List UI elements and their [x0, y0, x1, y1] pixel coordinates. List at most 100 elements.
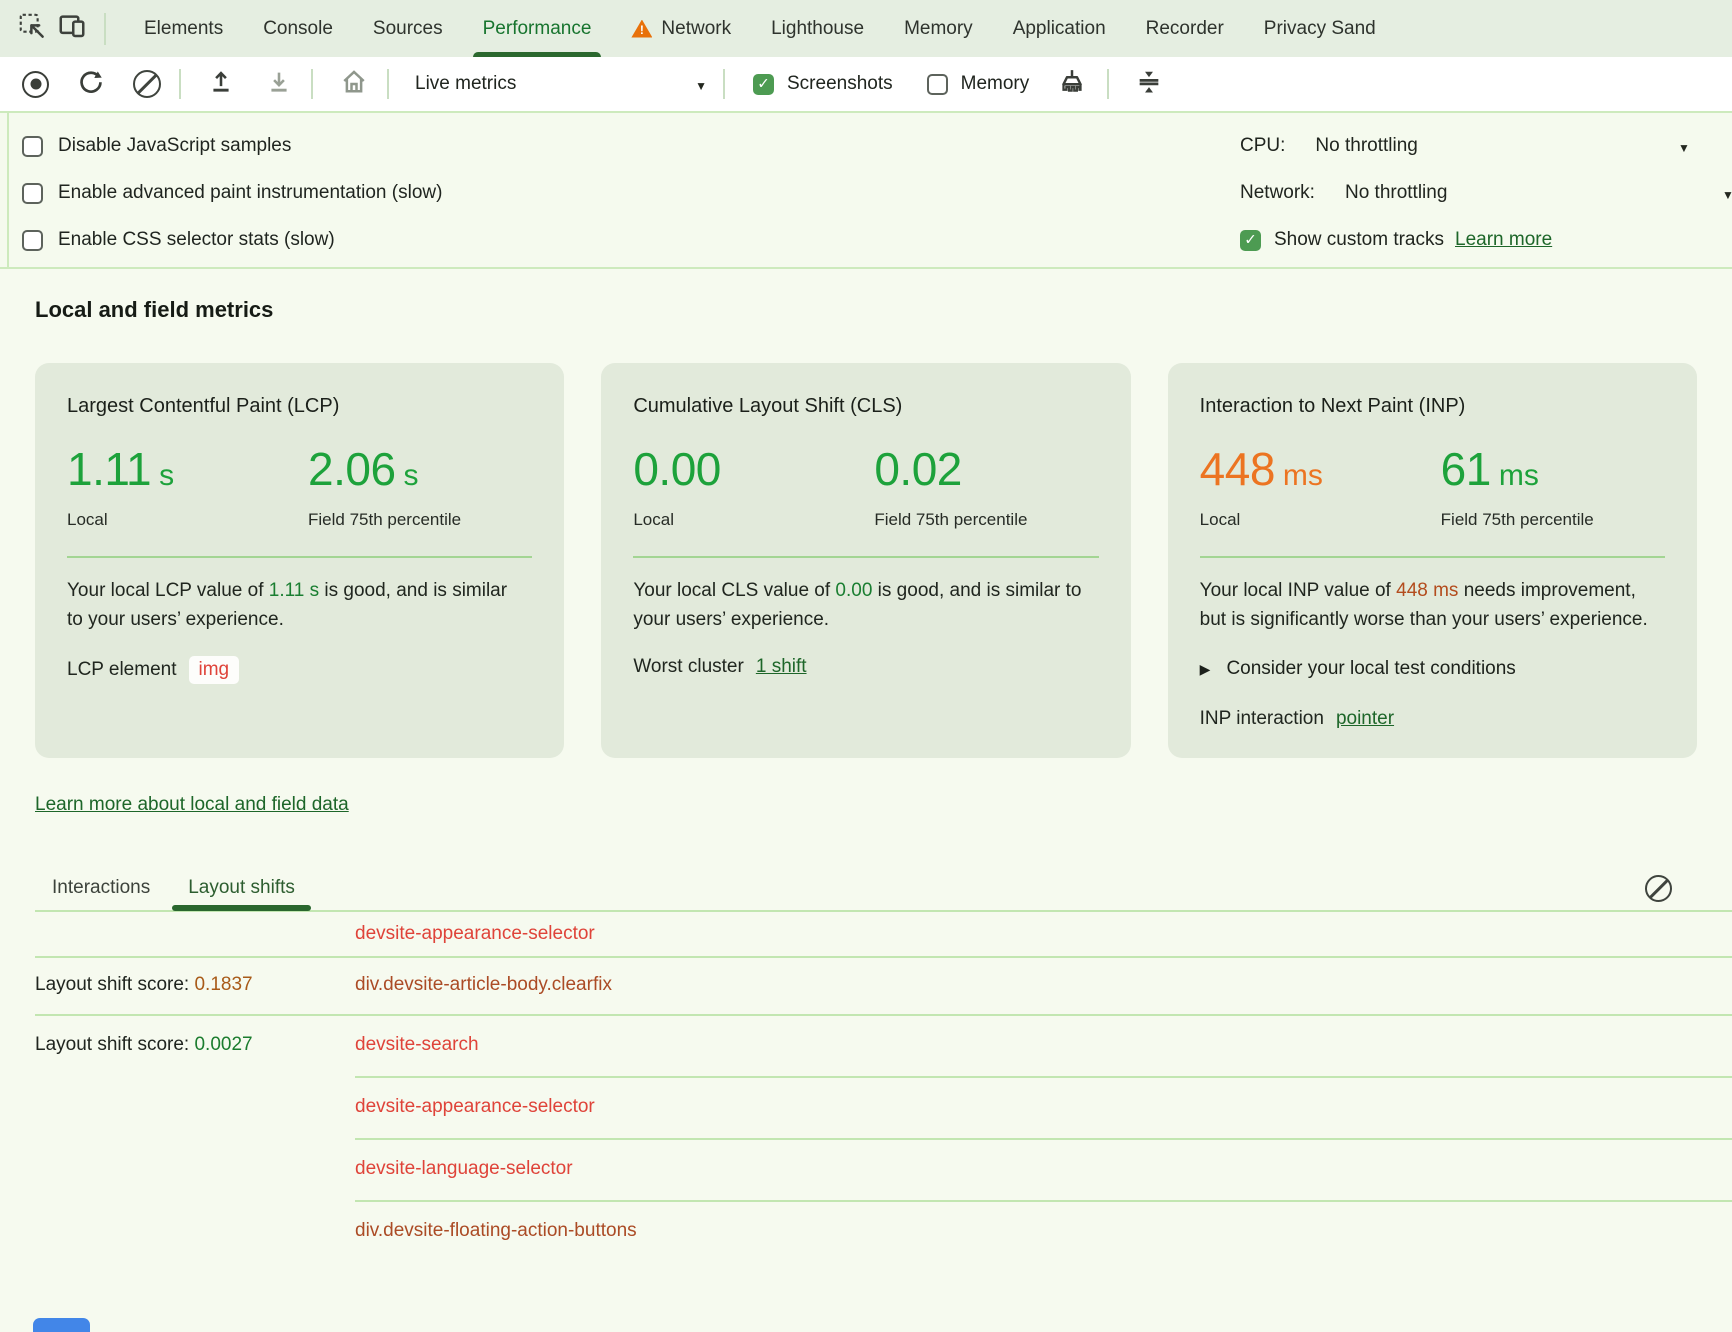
reload-and-record-button[interactable] [77, 68, 105, 101]
tab-privacy-sandbox[interactable]: Privacy Sand [1263, 17, 1376, 39]
inp-interaction-label: INP interaction [1199, 708, 1324, 729]
field-label: Field 75th percentile [874, 510, 1028, 529]
card-title: Largest Contentful Paint (LCP) [67, 395, 340, 417]
chevron-down-icon [1678, 137, 1690, 156]
lcp-element-node-link[interactable]: img [188, 656, 240, 684]
page-title: Local and field metrics [35, 297, 274, 322]
checkbox-label: Disable JavaScript samples [58, 135, 292, 156]
inspect-element-button[interactable] [14, 11, 50, 47]
local-test-conditions-expander[interactable]: Consider your local test conditions [1200, 658, 1665, 680]
chevron-down-icon [695, 75, 707, 94]
tab-layout-shifts[interactable]: Layout shifts [172, 877, 311, 911]
divider [387, 69, 389, 99]
worst-cluster-label: Worst cluster [633, 656, 744, 677]
shift-element-link[interactable]: devsite-language-selector [355, 1158, 573, 1179]
custom-tracks-label: Show custom tracks [1274, 229, 1444, 250]
brush-icon [1057, 67, 1087, 102]
metric-cards: Largest Contentful Paint (LCP) 1.11 s Loc… [35, 363, 1697, 758]
show-custom-tracks-row: Show custom tracks Learn more [1240, 220, 1732, 260]
card-title: Cumulative Layout Shift (CLS) [633, 395, 903, 417]
layout-shift-rows: devsite-appearance-selector Layout shift … [35, 912, 1732, 1262]
cls-description: Your local CLS value of 0.00 is good, an… [633, 580, 1082, 630]
shift-element-link[interactable]: devsite-search [355, 1034, 479, 1055]
lcp-description: Your local LCP value of 1.11 s is good, … [67, 580, 508, 630]
screenshots-checkbox[interactable]: Screenshots [753, 73, 893, 95]
device-toolbar-button[interactable] [54, 11, 90, 47]
live-metrics-view: Local and field metrics Largest Contentf… [0, 269, 1732, 1332]
advanced-paint-checkbox[interactable]: Enable advanced paint instrumentation (s… [22, 173, 442, 213]
local-label: Local [633, 510, 674, 529]
log-tab-bar: Interactions Layout shifts [35, 864, 1732, 912]
inp-description: Your local INP value of 448 ms needs imp… [1199, 580, 1648, 630]
tab-console[interactable]: Console [263, 17, 333, 39]
tab-elements[interactable]: Elements [144, 17, 224, 39]
screenshots-label: Screenshots [787, 73, 893, 94]
clear-log-button[interactable] [1645, 874, 1672, 902]
lcp-field-value: 2.06 [308, 443, 396, 495]
record-button[interactable] [22, 70, 49, 98]
warning-icon [631, 19, 653, 38]
layout-shift-row[interactable]: Layout shift score: 0.1837 div.devsite-ar… [35, 956, 1732, 1014]
card-divider [67, 556, 533, 558]
tab-memory[interactable]: Memory [904, 17, 973, 39]
divider [1107, 69, 1110, 99]
inspect-icon [17, 11, 47, 46]
upload-icon [207, 68, 235, 101]
checkbox-unchecked-icon [22, 135, 43, 157]
save-profile-button[interactable] [265, 68, 293, 101]
learn-more-link[interactable]: Learn more [1455, 229, 1553, 250]
worst-cluster-link[interactable]: 1 shift [755, 656, 807, 677]
checkbox-label: Enable CSS selector stats (slow) [58, 229, 335, 250]
learn-more-local-field-link[interactable]: Learn more about local and field data [35, 794, 349, 815]
disable-js-samples-checkbox[interactable]: Disable JavaScript samples [22, 126, 291, 166]
lcp-element-label: LCP element [67, 659, 177, 680]
layout-shift-row[interactable]: Layout shift score: 0.0027 devsite-search [35, 1014, 1732, 1076]
tab-recorder[interactable]: Recorder [1145, 17, 1224, 39]
tab-application[interactable]: Application [1012, 17, 1106, 39]
layout-shift-score: Layout shift score: 0.0027 [35, 1034, 253, 1055]
panel-tabs: Elements Console Sources Performance Net… [116, 0, 1396, 57]
shift-element-link[interactable]: devsite-appearance-selector [355, 923, 595, 944]
local-label: Local [1199, 510, 1241, 529]
layout-shift-row[interactable]: devsite-appearance-selector [35, 1076, 1732, 1138]
shift-element-link[interactable]: div.devsite-article-body.clearfix [355, 974, 612, 995]
tab-lighthouse[interactable]: Lighthouse [771, 17, 865, 39]
checkbox-checked-icon [753, 73, 774, 95]
layout-shift-row[interactable]: div.devsite-floating-action-buttons [35, 1200, 1732, 1262]
inp-interaction-link[interactable]: pointer [1335, 708, 1395, 729]
expander-label: Consider your local test conditions [1226, 658, 1516, 679]
tab-performance[interactable]: Performance [463, 0, 612, 57]
shift-element-link[interactable]: div.devsite-floating-action-buttons [355, 1220, 637, 1241]
tab-network[interactable]: Network [611, 0, 751, 57]
shortcuts-dialog-button[interactable] [1135, 68, 1163, 101]
network-label: Network: [1240, 182, 1315, 203]
layout-shift-row[interactable]: devsite-language-selector [35, 1138, 1732, 1200]
checkbox-unchecked-icon [926, 73, 948, 95]
css-selector-stats-checkbox[interactable]: Enable CSS selector stats (slow) [22, 220, 335, 260]
load-profile-button[interactable] [207, 68, 235, 101]
tab-sources[interactable]: Sources [372, 17, 443, 39]
memory-checkbox[interactable]: Memory [926, 73, 1029, 95]
divider [104, 12, 106, 45]
layout-shift-score: Layout shift score: 0.1837 [35, 974, 253, 995]
performance-toolbar: Live metrics Screenshots Memory [0, 57, 1732, 113]
divider [311, 69, 313, 99]
tab-interactions[interactable]: Interactions [52, 877, 151, 898]
live-metrics-select[interactable]: Live metrics [415, 73, 707, 95]
layout-shift-row[interactable]: devsite-appearance-selector [35, 912, 1732, 956]
clear-button[interactable] [133, 70, 161, 98]
network-throttle-select[interactable]: Network: No throttling [1240, 173, 1732, 213]
show-custom-tracks-checkbox[interactable]: Show custom tracks [1240, 229, 1444, 251]
shift-element-link[interactable]: devsite-appearance-selector [355, 1096, 595, 1117]
collect-garbage-button[interactable] [1057, 67, 1087, 102]
cls-field-value: 0.02 [874, 443, 962, 495]
log-tab-divider [35, 910, 1732, 912]
card-title: Interaction to Next Paint (INP) [1199, 395, 1466, 417]
home-button[interactable] [339, 67, 369, 102]
network-value: No throttling [1344, 182, 1448, 203]
inp-card: Interaction to Next Paint (INP) 448 ms Lo… [1167, 363, 1697, 758]
local-label: Local [67, 510, 108, 529]
divider [179, 69, 181, 99]
download-icon [265, 68, 293, 101]
cpu-throttle-select[interactable]: CPU: No throttling [1240, 126, 1732, 166]
